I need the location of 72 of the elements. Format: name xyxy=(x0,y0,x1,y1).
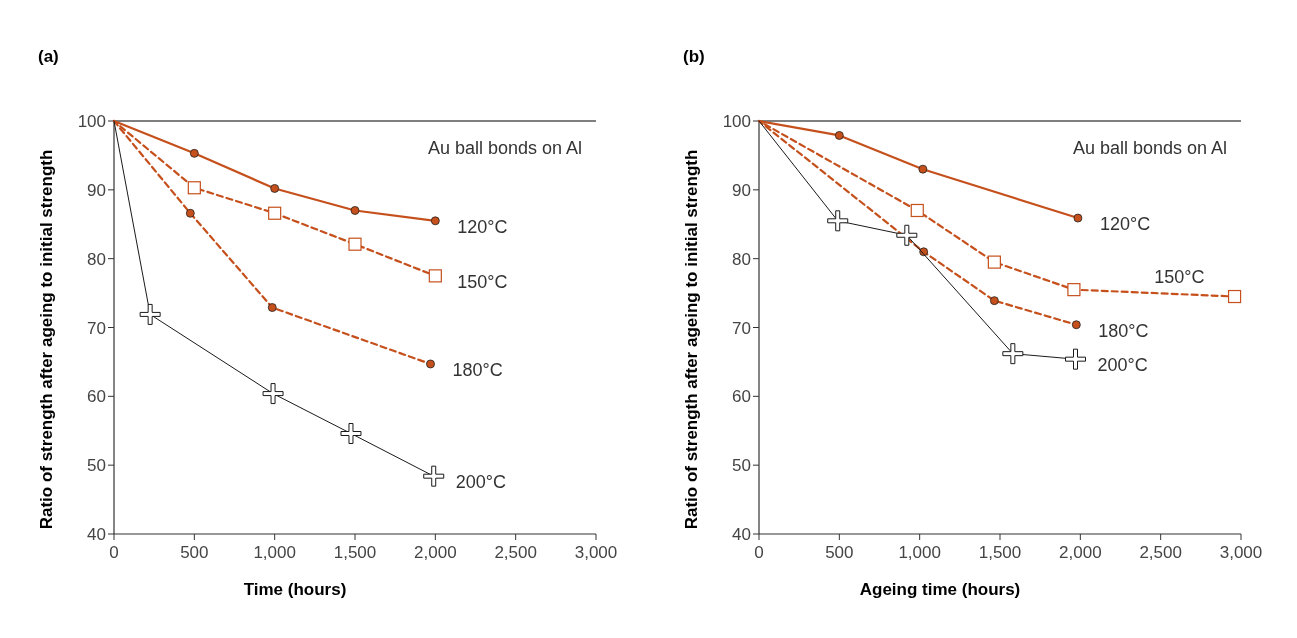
x-tick-label: 1,500 xyxy=(978,543,1022,562)
point xyxy=(340,423,362,444)
series-label: 180°C xyxy=(1098,320,1149,341)
point xyxy=(139,303,161,325)
point xyxy=(918,164,928,174)
point xyxy=(430,216,440,226)
point xyxy=(426,359,435,369)
point xyxy=(428,269,442,283)
point xyxy=(827,210,849,232)
point xyxy=(910,203,924,218)
y-tick-label: 100 xyxy=(77,112,106,131)
point xyxy=(834,131,844,140)
point xyxy=(896,224,918,246)
y-axis-title: Ratio of strength after ageing to initial strength xyxy=(37,149,56,530)
x-tick-label: 2,500 xyxy=(494,543,537,562)
series-label: 180°C xyxy=(452,359,503,380)
point xyxy=(348,237,362,251)
point xyxy=(1002,343,1024,365)
y-tick-label: 100 xyxy=(722,112,751,131)
series-label: 150°C xyxy=(1154,266,1205,287)
y-axis-title: Ratio of strength after ageing to initial strength xyxy=(682,149,701,530)
point xyxy=(1227,289,1242,304)
point xyxy=(987,255,1001,269)
chart-title: (b) xyxy=(683,47,705,66)
y-tick-label: 80 xyxy=(87,249,106,269)
point xyxy=(1071,320,1081,330)
chart-title: (a) xyxy=(38,47,59,66)
x-tick-label: 1,500 xyxy=(333,543,377,562)
y-tick-label: 80 xyxy=(732,249,751,269)
y-tick-label: 50 xyxy=(732,456,751,476)
x-axis-title: Ageing time (hours) xyxy=(859,580,1021,599)
x-tick-label: 2,000 xyxy=(414,543,457,562)
x-tick-label: 2,000 xyxy=(1059,543,1102,562)
y-tick-label: 60 xyxy=(732,387,751,407)
x-tick-label: 500 xyxy=(180,543,209,562)
point xyxy=(262,383,284,405)
y-tick-label: 90 xyxy=(732,180,751,200)
point xyxy=(189,148,199,158)
point xyxy=(185,208,195,218)
y-tick-label: 40 xyxy=(732,525,751,544)
series-label: 200°C xyxy=(455,472,506,493)
series-label: 200°C xyxy=(1097,355,1148,376)
series-label: 120°C xyxy=(457,216,508,237)
point xyxy=(423,465,445,487)
x-tick-label: 0 xyxy=(754,543,764,562)
x-tick-label: 1,000 xyxy=(898,543,941,562)
y-tick-label: 60 xyxy=(87,387,106,407)
x-tick-label: 3,000 xyxy=(574,543,618,562)
x-tick-label: 1,000 xyxy=(253,543,296,562)
y-tick-label: 50 xyxy=(87,456,106,476)
y-tick-label: 90 xyxy=(87,180,106,200)
y-tick-label: 40 xyxy=(87,525,106,544)
point xyxy=(350,206,360,215)
series-label: 150°C xyxy=(457,271,508,292)
y-tick-label: 70 xyxy=(87,318,106,338)
series-label: 120°C xyxy=(1099,214,1151,235)
y-tick-label: 70 xyxy=(732,318,751,338)
point xyxy=(989,296,999,306)
annotation: Au ball bonds on Al xyxy=(427,138,582,158)
x-tick-label: 3,000 xyxy=(1219,543,1263,562)
x-tick-label: 2,500 xyxy=(1139,543,1182,562)
x-tick-label: 500 xyxy=(825,543,854,562)
point xyxy=(267,303,277,312)
point xyxy=(270,184,280,193)
point xyxy=(268,206,282,220)
annotation: Au ball bonds on Al xyxy=(1072,138,1227,158)
x-axis-title: Time (hours) xyxy=(243,580,347,599)
point xyxy=(187,181,201,195)
x-tick-label: 0 xyxy=(109,543,119,562)
point xyxy=(1065,348,1087,370)
point xyxy=(1073,213,1083,223)
point xyxy=(1067,283,1081,297)
